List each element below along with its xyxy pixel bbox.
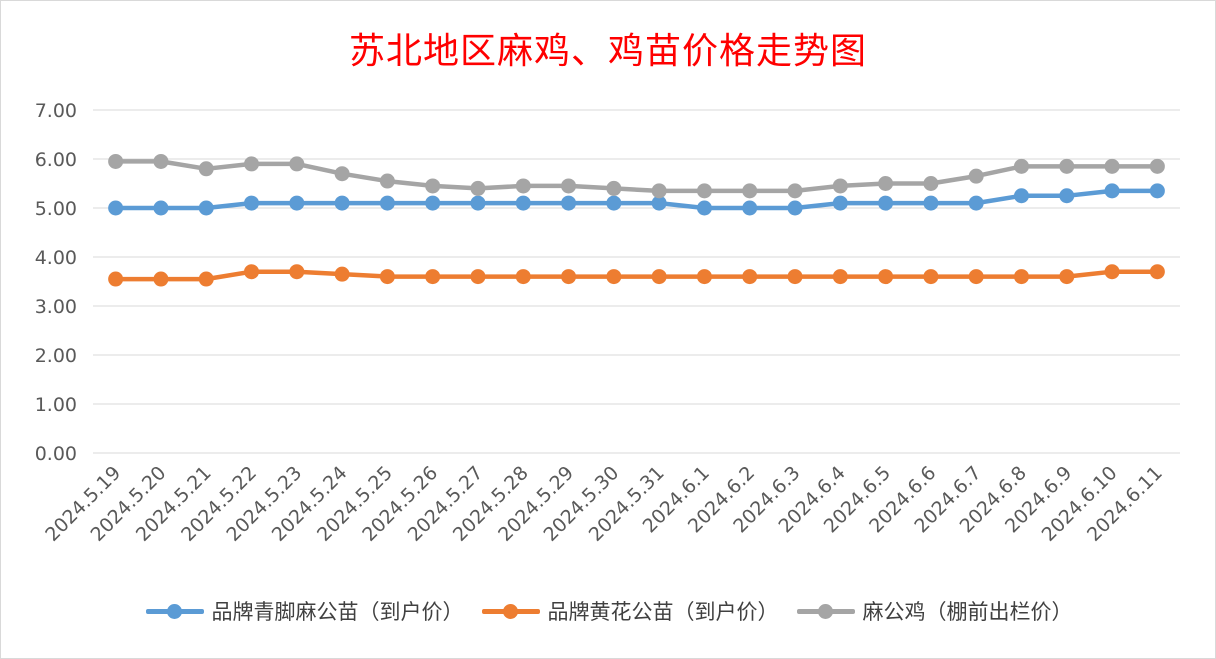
legend-label: 品牌黄花公苗（到户价）: [547, 600, 779, 624]
data-point: [1104, 183, 1120, 199]
data-point: [244, 195, 260, 211]
y-tick-label: 1.00: [35, 394, 77, 416]
data-point: [244, 156, 260, 172]
data-point: [108, 271, 124, 287]
data-point: [334, 166, 350, 182]
data-point: [379, 269, 395, 285]
data-point: [742, 183, 758, 199]
data-point: [153, 200, 169, 216]
data-point: [696, 269, 712, 285]
chart-legend: 品牌青脚麻公苗（到户价） 品牌黄花公苗（到户价） 麻公鸡（棚前出栏价）: [0, 596, 1216, 626]
data-point: [289, 264, 305, 280]
data-point: [832, 269, 848, 285]
legend-label: 麻公鸡（棚前出栏价）: [862, 600, 1073, 624]
data-point: [289, 156, 305, 172]
data-point: [1104, 158, 1120, 174]
data-point: [515, 195, 531, 211]
data-point: [470, 180, 486, 196]
data-point: [742, 200, 758, 216]
data-point: [968, 195, 984, 211]
data-point: [787, 183, 803, 199]
series-line-0: [113, 188, 1160, 211]
data-point: [968, 269, 984, 285]
data-point: [606, 180, 622, 196]
data-point: [515, 269, 531, 285]
y-tick-label: 2.00: [35, 345, 77, 367]
y-tick-label: 6.00: [35, 149, 77, 171]
data-point: [198, 271, 214, 287]
data-point: [1104, 264, 1120, 280]
y-tick-label: 7.00: [35, 100, 77, 122]
data-point: [515, 178, 531, 194]
data-point: [153, 153, 169, 169]
data-point: [425, 269, 441, 285]
y-tick-label: 3.00: [35, 296, 77, 318]
data-point: [334, 195, 350, 211]
data-point: [198, 200, 214, 216]
data-point: [198, 161, 214, 177]
legend-item-gray: 麻公鸡（棚前出栏价）: [795, 596, 1073, 626]
data-point: [606, 195, 622, 211]
data-point: [878, 195, 894, 211]
data-point: [696, 183, 712, 199]
data-point: [425, 178, 441, 194]
data-point: [651, 195, 667, 211]
data-point: [379, 195, 395, 211]
data-point: [787, 269, 803, 285]
data-point: [606, 269, 622, 285]
data-point: [108, 153, 124, 169]
data-point: [923, 195, 939, 211]
y-tick-label: 0.00: [35, 443, 77, 465]
data-point: [742, 269, 758, 285]
data-point: [561, 269, 577, 285]
data-point: [1013, 188, 1029, 204]
data-point: [696, 200, 712, 216]
data-point: [470, 269, 486, 285]
data-point: [968, 168, 984, 184]
data-point: [334, 266, 350, 282]
data-point: [1059, 158, 1075, 174]
data-point: [651, 183, 667, 199]
data-point: [832, 195, 848, 211]
data-point: [832, 178, 848, 194]
data-point: [153, 271, 169, 287]
legend-label: 品牌青脚麻公苗（到户价）: [211, 600, 464, 624]
chart-title: 苏北地区麻鸡、鸡苗价格走势图: [348, 31, 867, 72]
data-point: [108, 200, 124, 216]
data-point: [1059, 269, 1075, 285]
data-point: [651, 269, 667, 285]
legend-swatch-blue: [144, 601, 206, 621]
legend-swatch-gray: [795, 601, 857, 621]
data-point: [1149, 183, 1165, 199]
data-point: [1149, 158, 1165, 174]
data-point: [244, 264, 260, 280]
data-point: [379, 173, 395, 189]
data-point: [470, 195, 486, 211]
data-point: [1013, 158, 1029, 174]
y-tick-label: 5.00: [35, 198, 77, 220]
legend-item-blue: 品牌青脚麻公苗（到户价）: [144, 596, 464, 626]
data-point: [878, 176, 894, 191]
data-point: [561, 178, 577, 194]
data-point: [787, 200, 803, 216]
data-point: [1059, 188, 1075, 204]
data-point: [1013, 269, 1029, 285]
data-point: [878, 269, 894, 285]
series-line-2: [113, 159, 1160, 194]
data-point: [289, 195, 305, 211]
legend-swatch-orange: [480, 601, 542, 621]
data-point: [1149, 264, 1165, 280]
data-point: [425, 195, 441, 211]
series-line-1: [113, 269, 1160, 282]
data-point: [561, 195, 577, 211]
data-point: [923, 176, 939, 191]
legend-item-orange: 品牌黄花公苗（到户价）: [480, 596, 779, 626]
y-tick-label: 4.00: [35, 247, 77, 269]
data-point: [923, 269, 939, 285]
